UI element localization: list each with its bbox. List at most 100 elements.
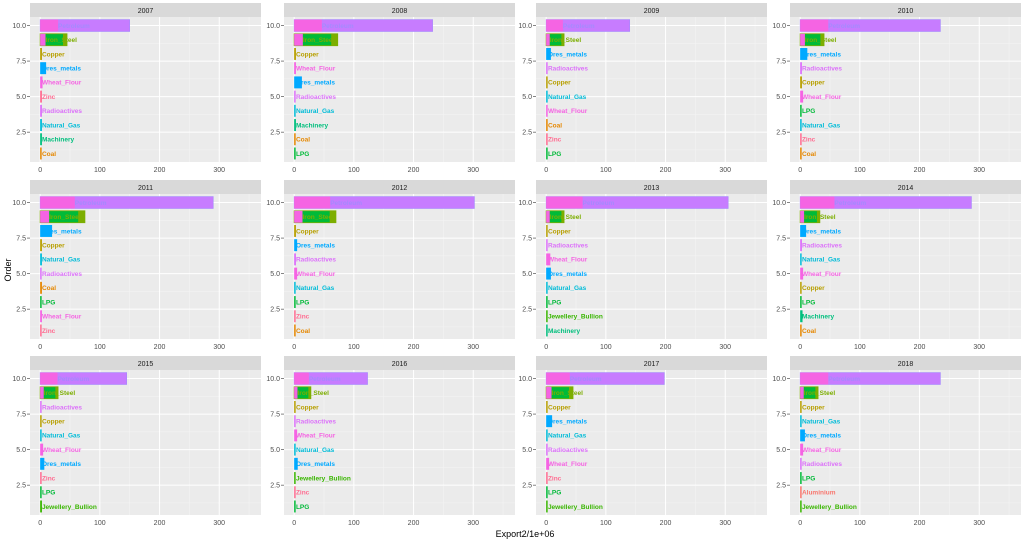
bar-label: Iron_Steel <box>46 37 78 44</box>
plot-background <box>536 370 767 515</box>
bar-ores_metals <box>40 62 47 75</box>
bar-iron-steel-segment <box>561 210 565 223</box>
y-tick-label: 2.5 <box>16 483 26 490</box>
bar-label: Zinc <box>42 94 56 101</box>
bar-label: Natural_Gas <box>296 285 335 292</box>
bar-label: Wheat_Flour <box>42 80 82 87</box>
bar-iron-steel-segment <box>329 210 336 223</box>
y-tick-label: 2.5 <box>776 130 786 137</box>
bar-label: Iron_Steel <box>552 390 584 397</box>
bar-iron-steel-segment <box>78 210 85 223</box>
bar-radioactives <box>40 400 42 413</box>
bar-petroleum-segment <box>546 196 583 209</box>
facet-strip-label: 2015 <box>138 361 154 368</box>
bar-machinery <box>40 133 42 146</box>
y-tick-label: 10.0 <box>12 376 26 383</box>
bar-label: Copper <box>802 285 825 292</box>
x-tick-label: 100 <box>600 167 612 174</box>
bar-copper <box>546 76 548 89</box>
bar-label: Copper <box>296 51 319 58</box>
x-tick-label: 200 <box>914 344 926 351</box>
facet-panel-2012: 2012 0 100 200 300 2.5 5.0 7.5 10.0 Petroleum Iron… <box>266 180 515 351</box>
x-tick-label: 100 <box>854 167 866 174</box>
bar-label: Natural_Gas <box>802 122 841 129</box>
bar-iron-steel-segment <box>40 210 50 223</box>
bar-label: Petroleum <box>57 376 89 383</box>
bar-jewellery_bullion <box>40 500 42 513</box>
bar-jewellery_bullion <box>294 472 296 485</box>
facet-strip-label: 2016 <box>392 361 408 368</box>
bar-label: LPG <box>548 299 561 306</box>
bar-wheat_flour <box>800 90 804 103</box>
x-tick-label: 300 <box>213 167 225 174</box>
bar-natural_gas <box>294 443 296 456</box>
bar-label: Natural_Gas <box>548 94 587 101</box>
y-tick-label: 2.5 <box>16 307 26 314</box>
bar-label: Copper <box>802 404 825 411</box>
bar-machinery <box>294 119 296 132</box>
x-tick-label: 200 <box>408 167 420 174</box>
bar-coal <box>40 281 42 294</box>
facet-strip <box>30 3 261 17</box>
bar-label: Petroleum <box>58 23 90 30</box>
x-tick-label: 200 <box>914 167 926 174</box>
bar-ores_metals <box>294 457 298 470</box>
y-tick-label: 7.5 <box>270 59 280 66</box>
bar-label: Zinc <box>42 328 56 335</box>
bar-label: Coal <box>548 122 562 129</box>
y-tick-label: 5.0 <box>16 447 26 454</box>
facet-panel-2015: 2015 0 100 200 300 2.5 5.0 7.5 10.0 Petroleum Iron… <box>12 356 261 527</box>
bar-label: LPG <box>802 108 815 115</box>
facet-panel-2007: 2007 0 100 200 300 2.5 5.0 7.5 10.0 Petroleum Iron… <box>12 3 261 174</box>
bar-copper <box>546 400 548 413</box>
bar-label: Iron_Steel <box>297 390 329 397</box>
bar-label: Copper <box>802 80 825 87</box>
facet-strip-label: 2009 <box>644 8 660 15</box>
y-tick-label: 10.0 <box>772 200 786 207</box>
bar-iron-steel-segment <box>815 386 819 399</box>
x-tick-label: 100 <box>94 167 106 174</box>
x-tick-label: 200 <box>154 344 166 351</box>
bar-ores_metals <box>40 457 45 470</box>
bar-label: Jewellery_Bullion <box>802 504 857 511</box>
bar-label: Petroleum <box>828 23 860 30</box>
y-tick-label: 10.0 <box>772 376 786 383</box>
y-tick-label: 5.0 <box>776 94 786 101</box>
y-tick-label: 7.5 <box>522 59 532 66</box>
bar-label: Ores_metals <box>802 433 841 440</box>
plot-background <box>30 17 261 162</box>
facet-strip-label: 2013 <box>644 185 660 192</box>
bar-wheat_flour <box>294 267 298 280</box>
bar-iron-steel-segment <box>40 33 46 46</box>
bar-label: LPG <box>802 475 815 482</box>
bar-wheat_flour <box>546 104 548 117</box>
bar-label: Copper <box>42 418 65 425</box>
bar-label: Natural_Gas <box>42 257 81 264</box>
bar-iron-steel-segment <box>331 33 338 46</box>
facet-panel-2013: 2013 0 100 200 300 2.5 5.0 7.5 10.0 PetroleumIron… <box>518 180 767 351</box>
facet-panel-2008: 2008 0 100 200 300 2.5 5.0 7.5 10.0 Petroleum Iron… <box>266 3 515 174</box>
bar-aluminium <box>800 486 802 499</box>
y-tick-label: 5.0 <box>16 271 26 278</box>
bar-label: Radioactives <box>802 242 842 249</box>
plot-background <box>536 17 767 162</box>
bar-label: Petroleum <box>563 23 595 30</box>
y-tick-label: 5.0 <box>522 447 532 454</box>
bar-copper <box>40 239 42 252</box>
bar-natural_gas <box>40 119 42 132</box>
bar-label: Petroleum <box>834 200 866 207</box>
bar-wheat_flour <box>546 457 550 470</box>
y-tick-label: 2.5 <box>270 483 280 490</box>
x-tick-label: 300 <box>213 344 225 351</box>
bar-label: Coal <box>42 151 56 158</box>
bar-wheat_flour <box>40 310 42 323</box>
x-tick-label: 300 <box>467 344 479 351</box>
x-tick-label: 300 <box>467 167 479 174</box>
bar-label: Ores_metals <box>296 242 335 249</box>
bar-label: Iron_Steel <box>550 214 582 221</box>
bar-label: Petroleum <box>322 23 354 30</box>
bar-zinc <box>294 310 296 323</box>
bar-zinc <box>546 133 548 146</box>
bar-label: Petroleum <box>309 376 341 383</box>
